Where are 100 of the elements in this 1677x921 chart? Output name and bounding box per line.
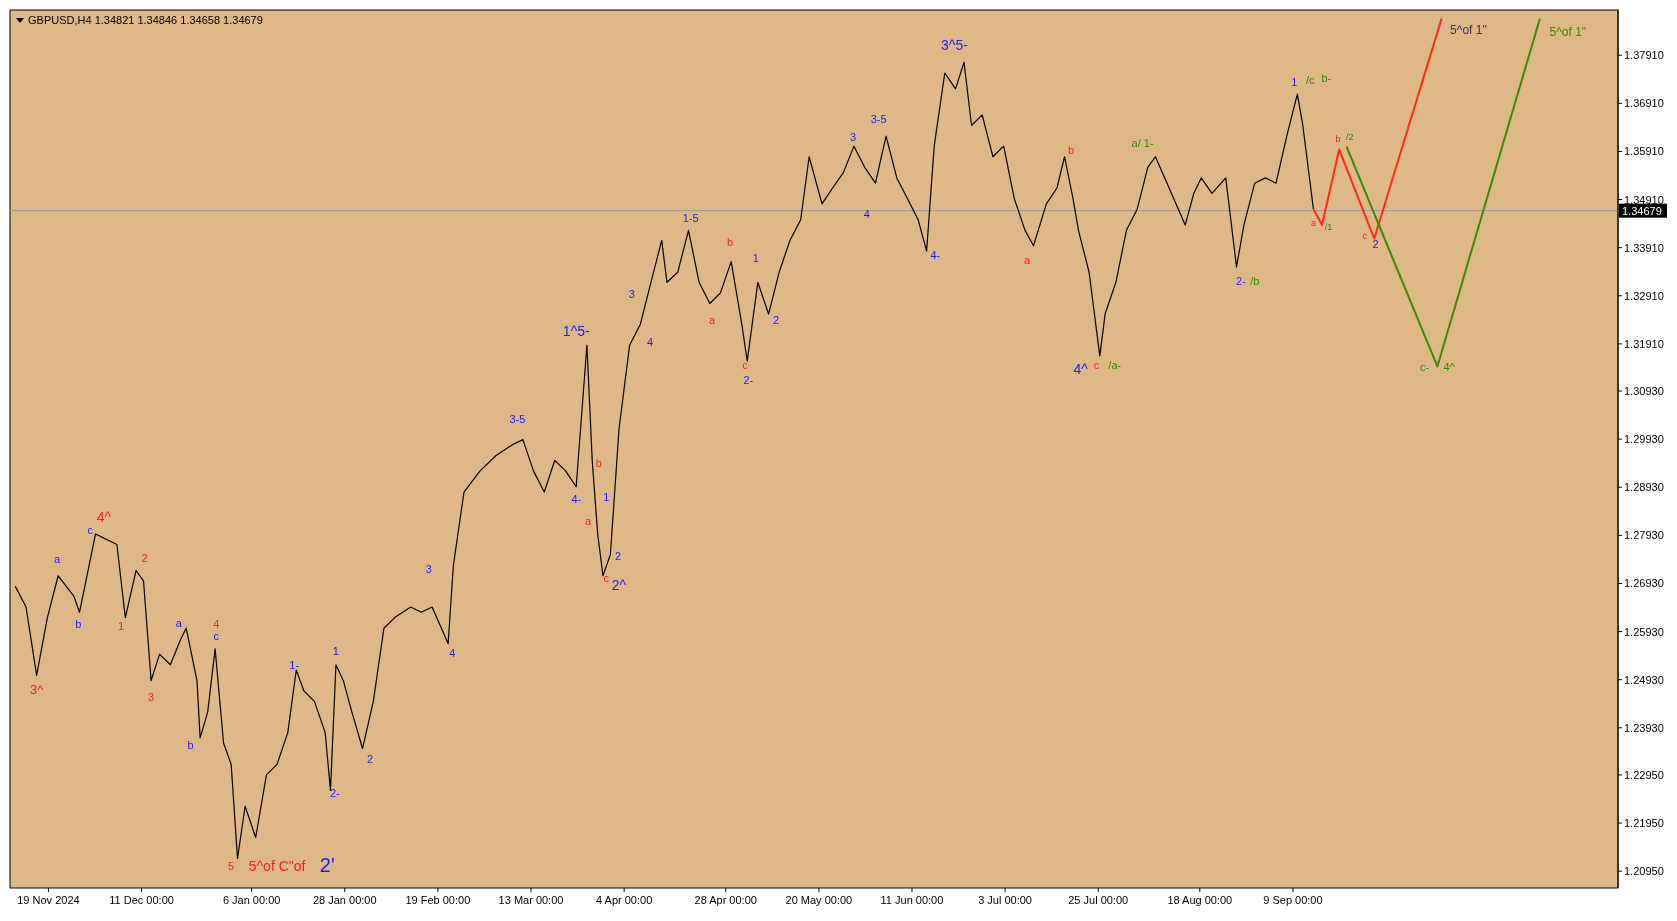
annotation: a (708, 314, 716, 327)
annotation: c (213, 630, 220, 643)
annotation: 1 (603, 491, 610, 504)
annotation: 2 (141, 551, 148, 564)
annotation: 4 (646, 336, 654, 349)
x-tick-label: 6 Jan 00:00 (222, 894, 281, 906)
annotation: 3 (628, 287, 635, 300)
annotation: 2 (614, 549, 621, 562)
annotation: a (1310, 218, 1316, 229)
x-tick-label: 25 Jul 00:00 (1068, 894, 1129, 906)
annotation: 2 (1372, 237, 1379, 250)
annotation: 2- (1235, 275, 1247, 288)
x-tick-label: 3 Jul 00:00 (978, 894, 1033, 906)
annotation: 5^of 1" (1450, 23, 1487, 38)
y-tick-label: 1.30930 (1624, 385, 1664, 398)
annotation: 1 (1291, 76, 1298, 89)
annotation: 4- (571, 493, 582, 506)
annotation: 5 (228, 859, 235, 872)
y-tick-label: 1.21950 (1624, 817, 1664, 830)
annotation: a (584, 515, 592, 528)
annotation: 4^ (1073, 361, 1089, 378)
annotation: c (1362, 230, 1368, 241)
ref-line-label: 1.34679 (1622, 204, 1662, 217)
x-tick-label: 28 Jan 00:00 (312, 894, 377, 906)
y-tick-label: 1.20950 (1624, 865, 1664, 878)
annotation: c- (1420, 361, 1430, 374)
annotation: /2 (1346, 132, 1354, 143)
annotation: 2- (329, 786, 341, 799)
y-tick-label: 1.29930 (1624, 433, 1664, 446)
annotation: /c (1306, 74, 1316, 87)
x-tick-label: 18 Aug 00:00 (1167, 894, 1233, 906)
annotation: 1 (332, 645, 339, 658)
annotation: a (53, 552, 61, 565)
x-tick-label: 4 Apr 00:00 (595, 894, 653, 906)
annotation: c (87, 523, 94, 536)
annotation: c (603, 571, 610, 584)
annotation: c (1093, 359, 1100, 372)
line-series (14, 61, 1314, 860)
annotation: a (175, 616, 183, 629)
x-tick-label: 11 Dec 00:00 (109, 894, 174, 906)
y-tick-label: 1.33910 (1624, 241, 1664, 254)
annotation: b (727, 235, 734, 248)
x-tick-label: 13 Mar 00:00 (498, 894, 564, 906)
annotation: 3 (849, 130, 857, 143)
y-tick-label: 1.23930 (1624, 721, 1664, 734)
annotation: 1-5 (682, 212, 699, 225)
annotation: 2- (743, 373, 754, 386)
annotation: /b (1250, 275, 1260, 288)
x-tick-label: 20 May 00:00 (785, 894, 853, 906)
annotation: b (1335, 134, 1341, 145)
annotation: 2 (367, 753, 374, 766)
annotation: b (75, 617, 82, 630)
x-tick-label: 9 Sep 00:00 (1263, 894, 1323, 906)
y-tick-label: 1.26930 (1624, 577, 1664, 590)
line-series (1312, 17, 1443, 240)
annotation: 3^ (30, 682, 45, 698)
annotation: 4^ (96, 508, 112, 525)
annotation: b (595, 456, 602, 469)
annotation: 3-5 (509, 412, 526, 425)
annotation: b (1067, 144, 1075, 157)
y-tick-label: 1.31910 (1624, 337, 1664, 350)
annotation: /1 (1324, 222, 1333, 233)
annotation: 5^of C"of (248, 857, 306, 874)
annotation: a/ 1- (1131, 137, 1154, 150)
annotation: b- (1321, 72, 1332, 85)
annotation: 1- (289, 658, 300, 671)
y-tick-label: 1.35910 (1624, 145, 1664, 158)
y-tick-label: 1.28930 (1624, 481, 1664, 494)
x-tick-label: 11 Jun 00:00 (880, 894, 944, 906)
y-tick-label: 1.37910 (1624, 49, 1664, 62)
annotation: 1^5- (562, 323, 591, 340)
annotation: 1 (118, 620, 125, 633)
annotation: /a- (1108, 359, 1122, 372)
x-tick-label: 19 Nov 2024 (17, 894, 80, 906)
annotation: 4 (449, 647, 456, 660)
annotation: 2^ (611, 576, 627, 593)
y-tick-label: 1.34910 (1624, 193, 1664, 206)
x-tick-label: 28 Apr 00:00 (694, 894, 757, 906)
annotation: 2' (319, 854, 335, 877)
annotation: 4 (863, 208, 870, 221)
annotation: 2 (773, 314, 780, 327)
y-tick-label: 1.25930 (1624, 625, 1664, 638)
y-tick-label: 1.22950 (1624, 768, 1664, 781)
y-tick-label: 1.32910 (1624, 289, 1664, 302)
annotation: a (1024, 254, 1032, 267)
x-tick-label: 19 Feb 00:00 (405, 894, 471, 906)
annotation: 4 (213, 617, 220, 630)
annotation: 3-5 (870, 112, 887, 125)
y-tick-label: 1.27930 (1624, 529, 1664, 542)
annotation: b (187, 739, 194, 752)
annotation: c (742, 359, 749, 372)
y-tick-label: 1.36910 (1624, 97, 1664, 110)
y-tick-label: 1.24930 (1624, 673, 1664, 686)
annotation: 3 (147, 691, 155, 704)
annotation: 4^ (1443, 361, 1456, 374)
annotation: 4- (930, 249, 941, 262)
annotation: 3^5- (941, 37, 969, 54)
annotation: 3 (425, 563, 432, 576)
annotation: 5^of 1" (1549, 25, 1587, 40)
annotation: 1 (752, 252, 759, 265)
